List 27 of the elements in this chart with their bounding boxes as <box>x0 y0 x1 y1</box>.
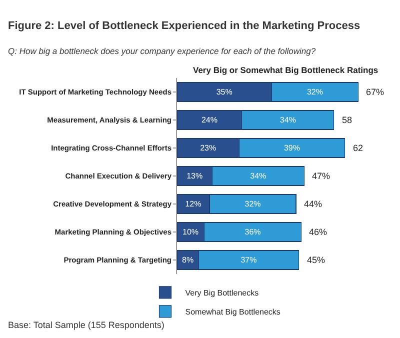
total-label: 67% <box>366 87 384 97</box>
legend-label: Somewhat Big Bottlenecks <box>185 308 280 317</box>
data-label: 34% <box>250 172 266 180</box>
total-label: 45% <box>307 255 326 265</box>
data-label: 39% <box>284 144 300 152</box>
total-label: 58 <box>342 115 352 125</box>
data-label: 12% <box>185 200 202 208</box>
text: Base: Total Sample (155 Respondents) <box>8 320 164 330</box>
total-label: 44% <box>304 199 322 209</box>
data-label: 35% <box>216 88 232 96</box>
total-label: 47% <box>312 171 330 181</box>
total-label: 46% <box>309 227 328 237</box>
total-label: 62 <box>353 143 364 153</box>
chart-title: Figure 2: Level of Bottleneck Experienced in the Marketing Process <box>8 20 360 32</box>
data-label: 13% <box>186 172 203 180</box>
data-label: 32% <box>306 88 323 96</box>
data-label: 8% <box>182 256 194 264</box>
legend-label: Very Big Bottlenecks <box>185 288 259 298</box>
data-label: 36% <box>244 228 261 236</box>
data-label: 24% <box>201 116 218 124</box>
text: Very Big or Somewhat Big Bottleneck Ratings <box>193 65 378 75</box>
data-label: 32% <box>244 200 261 208</box>
data-label: 34% <box>280 116 296 124</box>
data-label: 37% <box>240 256 257 264</box>
data-label: 10% <box>182 228 199 236</box>
data-label: 23% <box>200 144 216 152</box>
chart-subtitle: Q: How big a bottleneck does your company experience for each of the following? <box>8 46 316 56</box>
